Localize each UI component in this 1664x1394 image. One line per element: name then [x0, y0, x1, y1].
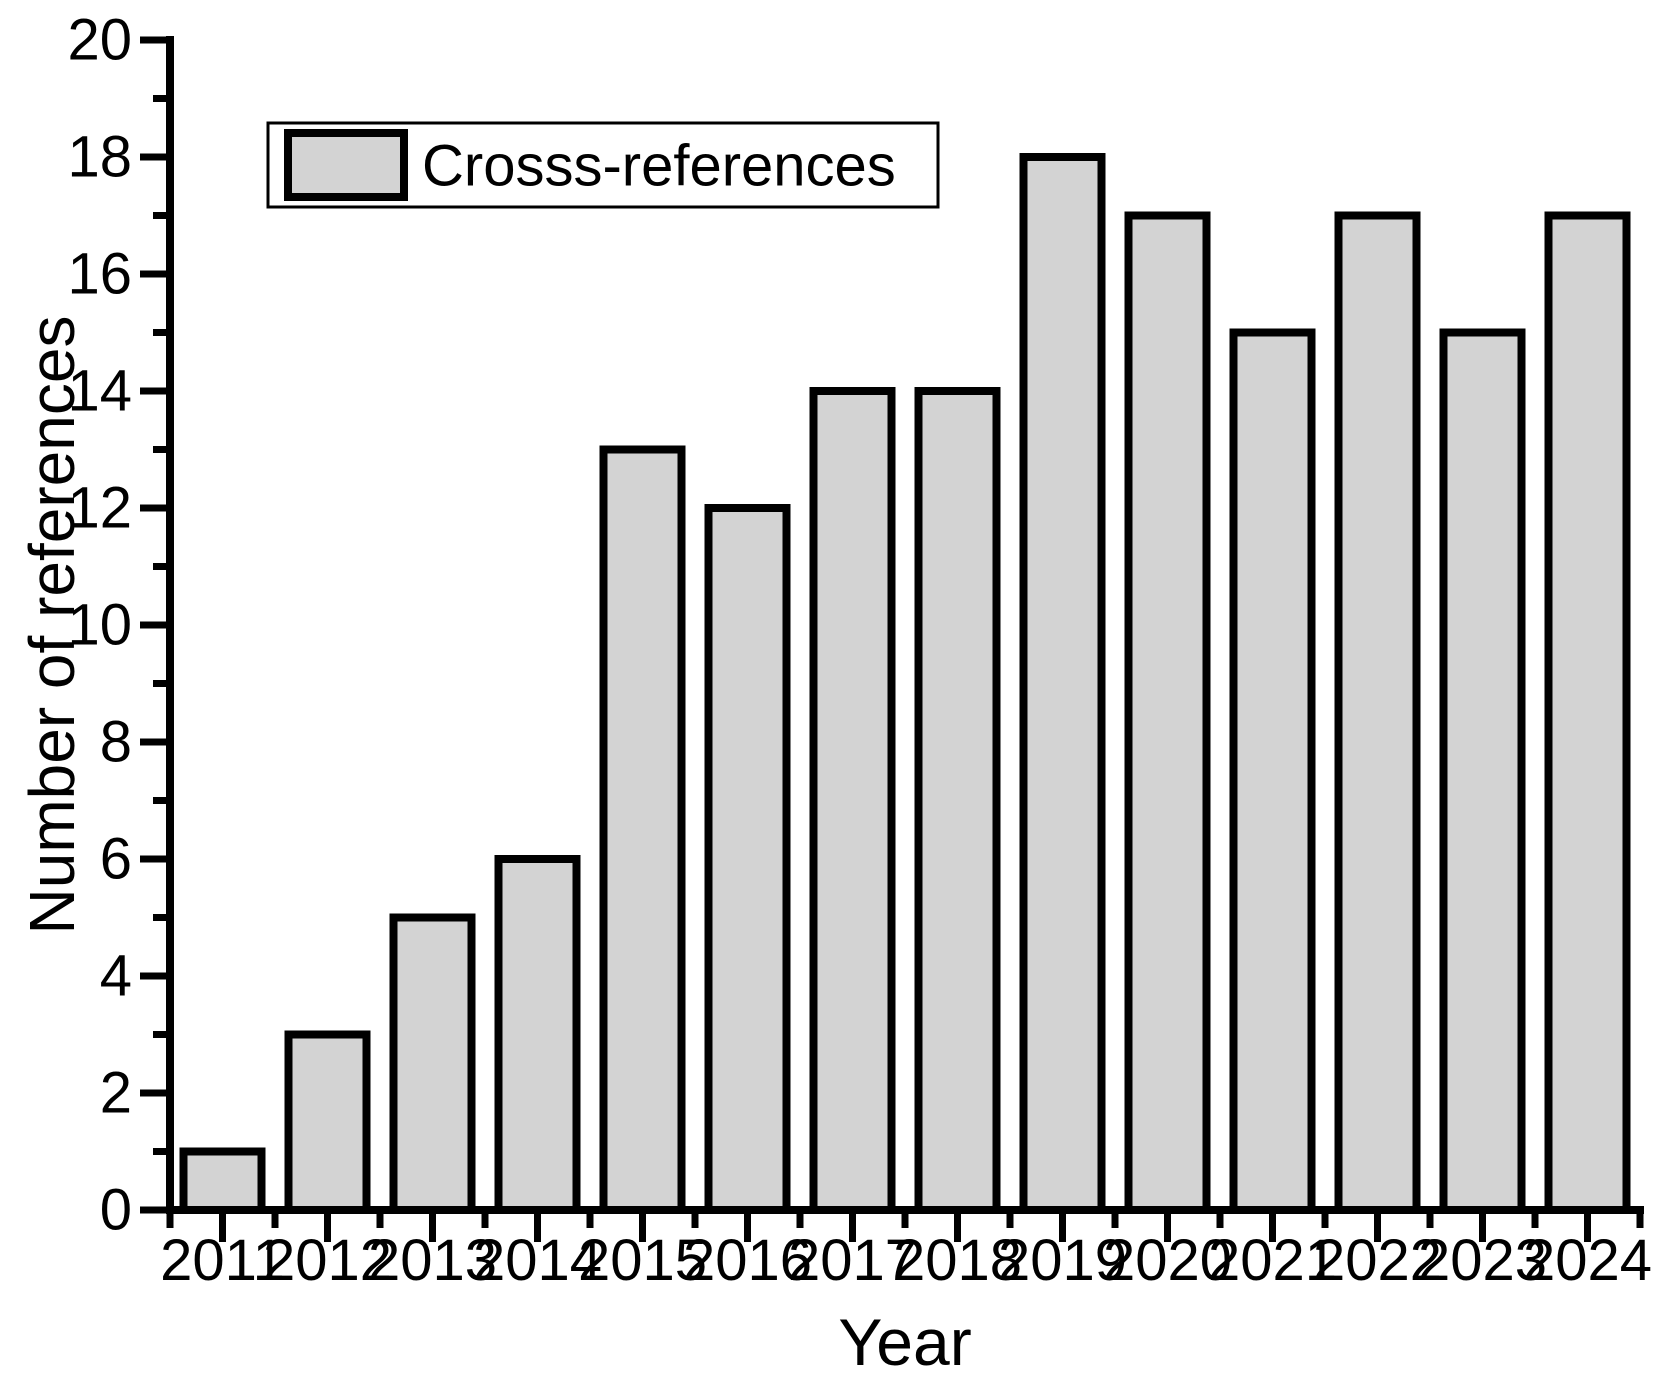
- x-axis-tick-labels: 2011201220132014201520162017201820192020…: [160, 1228, 1652, 1293]
- y-tick-label-20: 20: [67, 8, 132, 73]
- bars-group: [179, 153, 1631, 1214]
- bar-2015: [599, 445, 686, 1214]
- y-tick-label-12: 12: [67, 476, 132, 541]
- x-tick-label-2019: 2019: [998, 1228, 1127, 1293]
- bar-2019: [1019, 153, 1106, 1214]
- bar-2024: [1544, 211, 1631, 1214]
- bar-2013: [389, 913, 476, 1214]
- legend-label: Crosss-references: [422, 134, 896, 199]
- axis-frame: [166, 36, 1644, 1214]
- bar-2011: [179, 1147, 266, 1214]
- x-tick-label-2011: 2011: [160, 1228, 285, 1293]
- x-tick-label-2022: 2022: [1313, 1228, 1442, 1293]
- bar-2018: [914, 387, 1001, 1214]
- x-tick-label-2021: 2021: [1208, 1228, 1337, 1293]
- y-tick-label-0: 0: [100, 1178, 132, 1243]
- bar-2014: [494, 855, 581, 1214]
- x-tick-label-2024: 2024: [1523, 1228, 1652, 1293]
- y-axis-tick-labels: 0 2 4 6 8 10 12 14 16 18 20: [67, 8, 132, 1243]
- x-tick-label-2017: 2017: [788, 1228, 917, 1293]
- x-tick-label-2016: 2016: [683, 1228, 812, 1293]
- y-tick-label-10: 10: [67, 593, 132, 658]
- y-tick-label-14: 14: [67, 359, 132, 424]
- y-tick-label-2: 2: [100, 1061, 132, 1126]
- bar-2022: [1334, 211, 1421, 1214]
- x-tick-label-2023: 2023: [1418, 1228, 1547, 1293]
- y-tick-label-8: 8: [100, 710, 132, 775]
- legend: Crosss-references: [266, 121, 940, 209]
- x-axis-title: Year: [838, 1305, 971, 1379]
- y-axis-title: Number of references: [16, 316, 88, 935]
- x-tick-label-2018: 2018: [893, 1228, 1022, 1293]
- bar-2021: [1229, 328, 1316, 1214]
- y-tick-label-16: 16: [67, 242, 132, 307]
- y-axis-ticks: [140, 36, 170, 1214]
- x-axis-ticks: [166, 1210, 1644, 1242]
- bar-2017: [809, 387, 896, 1214]
- x-tick-label-2014: 2014: [473, 1228, 602, 1293]
- x-tick-label-2013: 2013: [368, 1228, 497, 1293]
- y-tick-label-18: 18: [67, 125, 132, 190]
- x-tick-label-2012: 2012: [263, 1228, 392, 1293]
- bar-2020: [1124, 211, 1211, 1214]
- bar-2023: [1439, 328, 1526, 1214]
- y-tick-label-4: 4: [100, 944, 132, 1009]
- x-tick-label-2015: 2015: [578, 1228, 707, 1293]
- bar-2012: [284, 1030, 371, 1214]
- x-tick-label-2020: 2020: [1103, 1228, 1232, 1293]
- legend-swatch: [284, 129, 408, 201]
- y-tick-label-6: 6: [100, 827, 132, 892]
- bar-2016: [704, 504, 791, 1214]
